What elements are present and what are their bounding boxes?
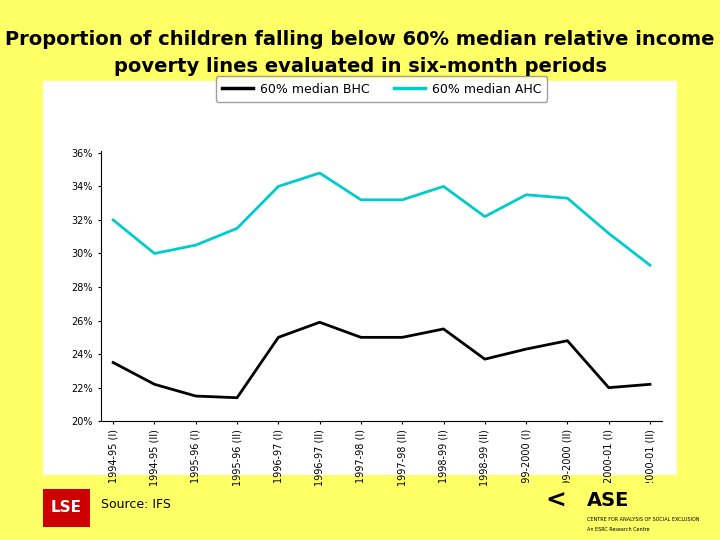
- 60% median BHC: [604, 384, 613, 391]
- Text: LSE: LSE: [51, 500, 82, 515]
- 60% median AHC: [604, 230, 613, 237]
- 60% median AHC: [150, 250, 159, 256]
- 60% median AHC: [356, 197, 365, 203]
- Text: ASE: ASE: [587, 491, 629, 510]
- 60% median AHC: [274, 183, 283, 190]
- 60% median AHC: [192, 242, 200, 248]
- 60% median BHC: [109, 359, 117, 366]
- 60% median AHC: [563, 195, 572, 201]
- Line: 60% median BHC: 60% median BHC: [113, 322, 650, 398]
- 60% median BHC: [398, 334, 407, 341]
- Legend: 60% median BHC, 60% median AHC: 60% median BHC, 60% median AHC: [216, 77, 547, 102]
- Text: <: <: [546, 488, 567, 512]
- 60% median BHC: [522, 346, 531, 352]
- Text: poverty lines evaluated in six-month periods: poverty lines evaluated in six-month per…: [114, 57, 606, 76]
- 60% median BHC: [356, 334, 365, 341]
- 60% median BHC: [480, 356, 489, 362]
- 60% median AHC: [315, 170, 324, 176]
- 60% median AHC: [233, 225, 241, 232]
- Text: CENTRE FOR ANALYSIS OF SOCIAL EXCLUSION: CENTRE FOR ANALYSIS OF SOCIAL EXCLUSION: [587, 517, 699, 522]
- 60% median AHC: [646, 262, 654, 268]
- 60% median BHC: [439, 326, 448, 332]
- Text: Source: IFS: Source: IFS: [101, 498, 171, 511]
- 60% median BHC: [563, 338, 572, 344]
- 60% median BHC: [150, 381, 159, 388]
- 60% median BHC: [233, 395, 241, 401]
- 60% median AHC: [109, 217, 117, 223]
- 60% median AHC: [398, 197, 407, 203]
- 60% median BHC: [315, 319, 324, 326]
- 60% median AHC: [522, 192, 531, 198]
- 60% median BHC: [192, 393, 200, 399]
- Line: 60% median AHC: 60% median AHC: [113, 173, 650, 265]
- Text: An ESRC Research Centre: An ESRC Research Centre: [587, 527, 649, 532]
- 60% median AHC: [439, 183, 448, 190]
- 60% median BHC: [274, 334, 283, 341]
- 60% median BHC: [646, 381, 654, 388]
- Text: Proportion of children falling below 60% median relative income: Proportion of children falling below 60%…: [5, 30, 715, 49]
- 60% median AHC: [480, 213, 489, 220]
